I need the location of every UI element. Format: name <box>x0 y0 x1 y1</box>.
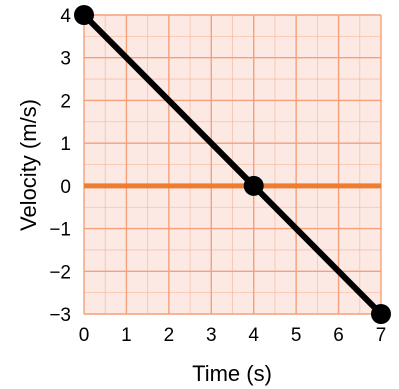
x-tick-label: 2 <box>164 325 175 346</box>
x-tick-label: 4 <box>248 325 259 346</box>
x-tick-label: 7 <box>376 325 387 346</box>
data-point <box>243 175 264 196</box>
x-tick-label: 3 <box>206 325 217 346</box>
y-tick-label: −3 <box>49 305 71 326</box>
x-axis-label: Time (s) <box>192 361 272 386</box>
y-tick-label: 2 <box>60 91 71 112</box>
x-tick-labels: 0 1 2 3 4 5 6 7 <box>79 325 387 346</box>
x-tick-label: 0 <box>79 325 90 346</box>
y-tick-label: 3 <box>60 49 71 70</box>
data-point <box>371 304 391 324</box>
y-tick-labels: 4 3 2 1 0 −1 −2 −3 <box>49 6 71 326</box>
y-axis-label: Velocity (m/s) <box>16 99 41 231</box>
y-tick-label: −1 <box>49 220 71 241</box>
x-tick-label: 5 <box>291 325 302 346</box>
data-point <box>74 5 94 25</box>
series-velocity <box>74 5 391 324</box>
y-tick-label: 4 <box>60 6 71 27</box>
y-tick-label: 0 <box>60 177 71 198</box>
y-tick-label: 1 <box>60 134 71 155</box>
x-tick-label: 1 <box>121 325 132 346</box>
y-tick-label: −2 <box>49 262 71 283</box>
x-tick-label: 6 <box>333 325 344 346</box>
